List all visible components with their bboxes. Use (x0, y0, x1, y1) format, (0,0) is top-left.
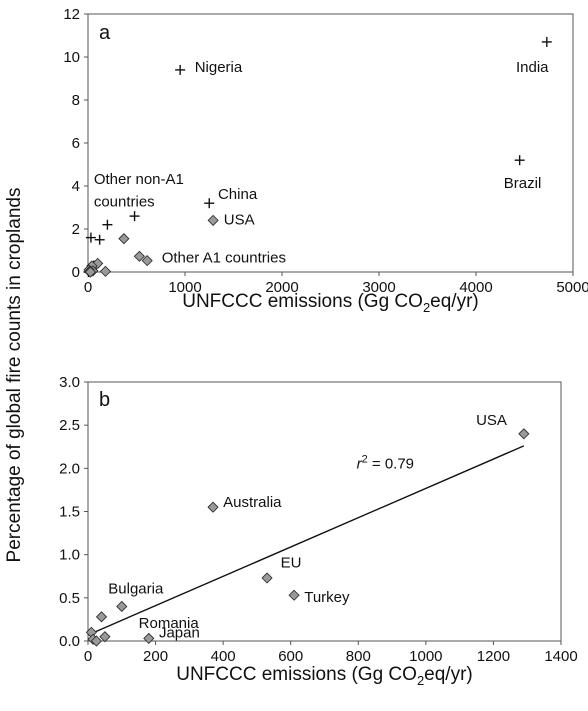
r2-symbol: r (357, 455, 363, 472)
panel-b-tick-labels: 0 200 400 600 800 1000 1200 1400 0.0 0.5 1.0 1.5 2.0… (59, 374, 578, 665)
diamond-marker (207, 214, 219, 226)
point-label: Australia (223, 494, 282, 511)
diamond-marker (141, 255, 153, 267)
y-tick-label: 3.0 (59, 374, 80, 391)
diamond-marker (288, 589, 300, 601)
y-tick-label: 2 (72, 221, 80, 238)
y-tick-label: 1.5 (59, 504, 80, 521)
x-tick-label: 1000 (409, 648, 442, 665)
diamond-marker (95, 611, 108, 623)
x-axis-label-main: UNFCCC emissions (Gg CO (176, 664, 417, 685)
plus-marker (514, 155, 525, 166)
diamond-marker (518, 428, 530, 440)
x-tick-label: 0 (84, 648, 92, 665)
x-tick-label: 200 (143, 648, 168, 665)
point-label: USA (476, 412, 507, 429)
y-tick-label: 0.5 (59, 590, 80, 607)
plus-marker (102, 219, 113, 230)
plus-marker (129, 211, 140, 222)
x-tick-label: 5000 (556, 279, 588, 296)
y-tick-label: 12 (63, 6, 80, 23)
panel-b-marks (85, 428, 530, 647)
plus-marker (541, 36, 552, 47)
panel-b-axes (84, 381, 562, 645)
y-tick-label: 0 (72, 264, 80, 281)
panel-b: b 0 200 400 600 800 1000 1200 1400 0.0 0.5 1.0 1.5 2… (59, 374, 578, 688)
x-tick-label: 600 (278, 648, 303, 665)
diamond-marker (207, 501, 219, 513)
panel-b-regression-line (87, 445, 525, 636)
x-tick-label: 400 (211, 648, 236, 665)
plus-marker (94, 234, 105, 245)
y-tick-label: 4 (72, 178, 80, 195)
point-label: Bulgaria (108, 581, 164, 598)
point-label: Nigeria (195, 59, 243, 76)
r2-value: = 0.79 (368, 455, 414, 472)
point-label: India (516, 59, 549, 76)
point-label: Romania (139, 615, 200, 632)
point-label: countries (94, 193, 155, 210)
panel-a-tick-labels: 0 1000 2000 3000 4000 5000 0 2 4 6 8 10 12 (63, 6, 588, 296)
x-tick-label: 4000 (459, 279, 492, 296)
diamond-marker (99, 631, 111, 643)
shared-y-axis-label: Percentage of global fire counts in crop… (4, 188, 25, 563)
plus-marker (204, 198, 215, 209)
plus-marker (175, 64, 186, 75)
x-tick-label: 1200 (477, 648, 510, 665)
point-label: Other non-A1 (94, 171, 184, 188)
x-tick-label: 2000 (265, 279, 298, 296)
x-axis-label-tail: eq/yr) (430, 291, 479, 312)
point-label: Other A1 countries (162, 249, 286, 266)
x-tick-label: 0 (84, 279, 92, 296)
plus-marker (85, 232, 96, 243)
y-tick-label: 10 (63, 49, 80, 66)
x-axis-label-subscript: 2 (417, 673, 424, 688)
x-axis-label-main: UNFCCC emissions (Gg CO (182, 291, 423, 312)
y-tick-label: 0.0 (59, 633, 80, 650)
x-tick-label: 800 (346, 648, 371, 665)
diamond-marker (133, 250, 145, 262)
diamond-marker (116, 600, 128, 613)
panel-a: a 0 1000 2000 3000 4000 5000 0 2 4 6 8 10 12 India Ni… (63, 6, 588, 315)
panel-a-axes (84, 13, 574, 276)
diamond-marker (84, 266, 96, 278)
point-label: Turkey (304, 589, 350, 606)
diamond-marker (118, 233, 130, 245)
x-tick-label: 1400 (544, 648, 577, 665)
x-axis-label-tail: eq/yr) (424, 664, 473, 685)
point-label: China (218, 186, 258, 203)
y-tick-label: 6 (72, 135, 80, 152)
diamond-marker (261, 572, 273, 584)
r2-superscript: 2 (362, 453, 368, 465)
y-tick-label: 1.0 (59, 547, 80, 564)
panel-a-marks (83, 36, 552, 278)
panel-b-r-squared-label: r2 = 0.79 (357, 453, 414, 472)
y-tick-label: 2.0 (59, 460, 80, 477)
point-label: Brazil (504, 175, 542, 192)
panel-label-b: b (99, 389, 110, 411)
x-tick-label: 3000 (362, 279, 395, 296)
diamond-marker (99, 265, 112, 277)
y-tick-label: 2.5 (59, 417, 80, 434)
panel-b-x-axis-label: UNFCCC emissions (Gg CO2eq/yr) (176, 664, 473, 688)
x-axis-label-subscript: 2 (423, 300, 430, 315)
point-label: USA (224, 212, 255, 229)
plot-frame (87, 13, 574, 273)
x-tick-label: 1000 (168, 279, 201, 296)
panel-a-point-labels: India Nigeria Brazil China USA Other non-A1 co… (94, 59, 549, 266)
panel-label-a: a (99, 22, 111, 44)
point-label: Japan (159, 625, 200, 642)
point-label: EU (281, 555, 302, 572)
panel-a-x-axis-label: UNFCCC emissions (Gg CO2eq/yr) (182, 291, 479, 315)
diamond-marker (90, 635, 103, 647)
y-tick-label: 8 (72, 92, 80, 109)
diamond-marker (143, 632, 155, 644)
